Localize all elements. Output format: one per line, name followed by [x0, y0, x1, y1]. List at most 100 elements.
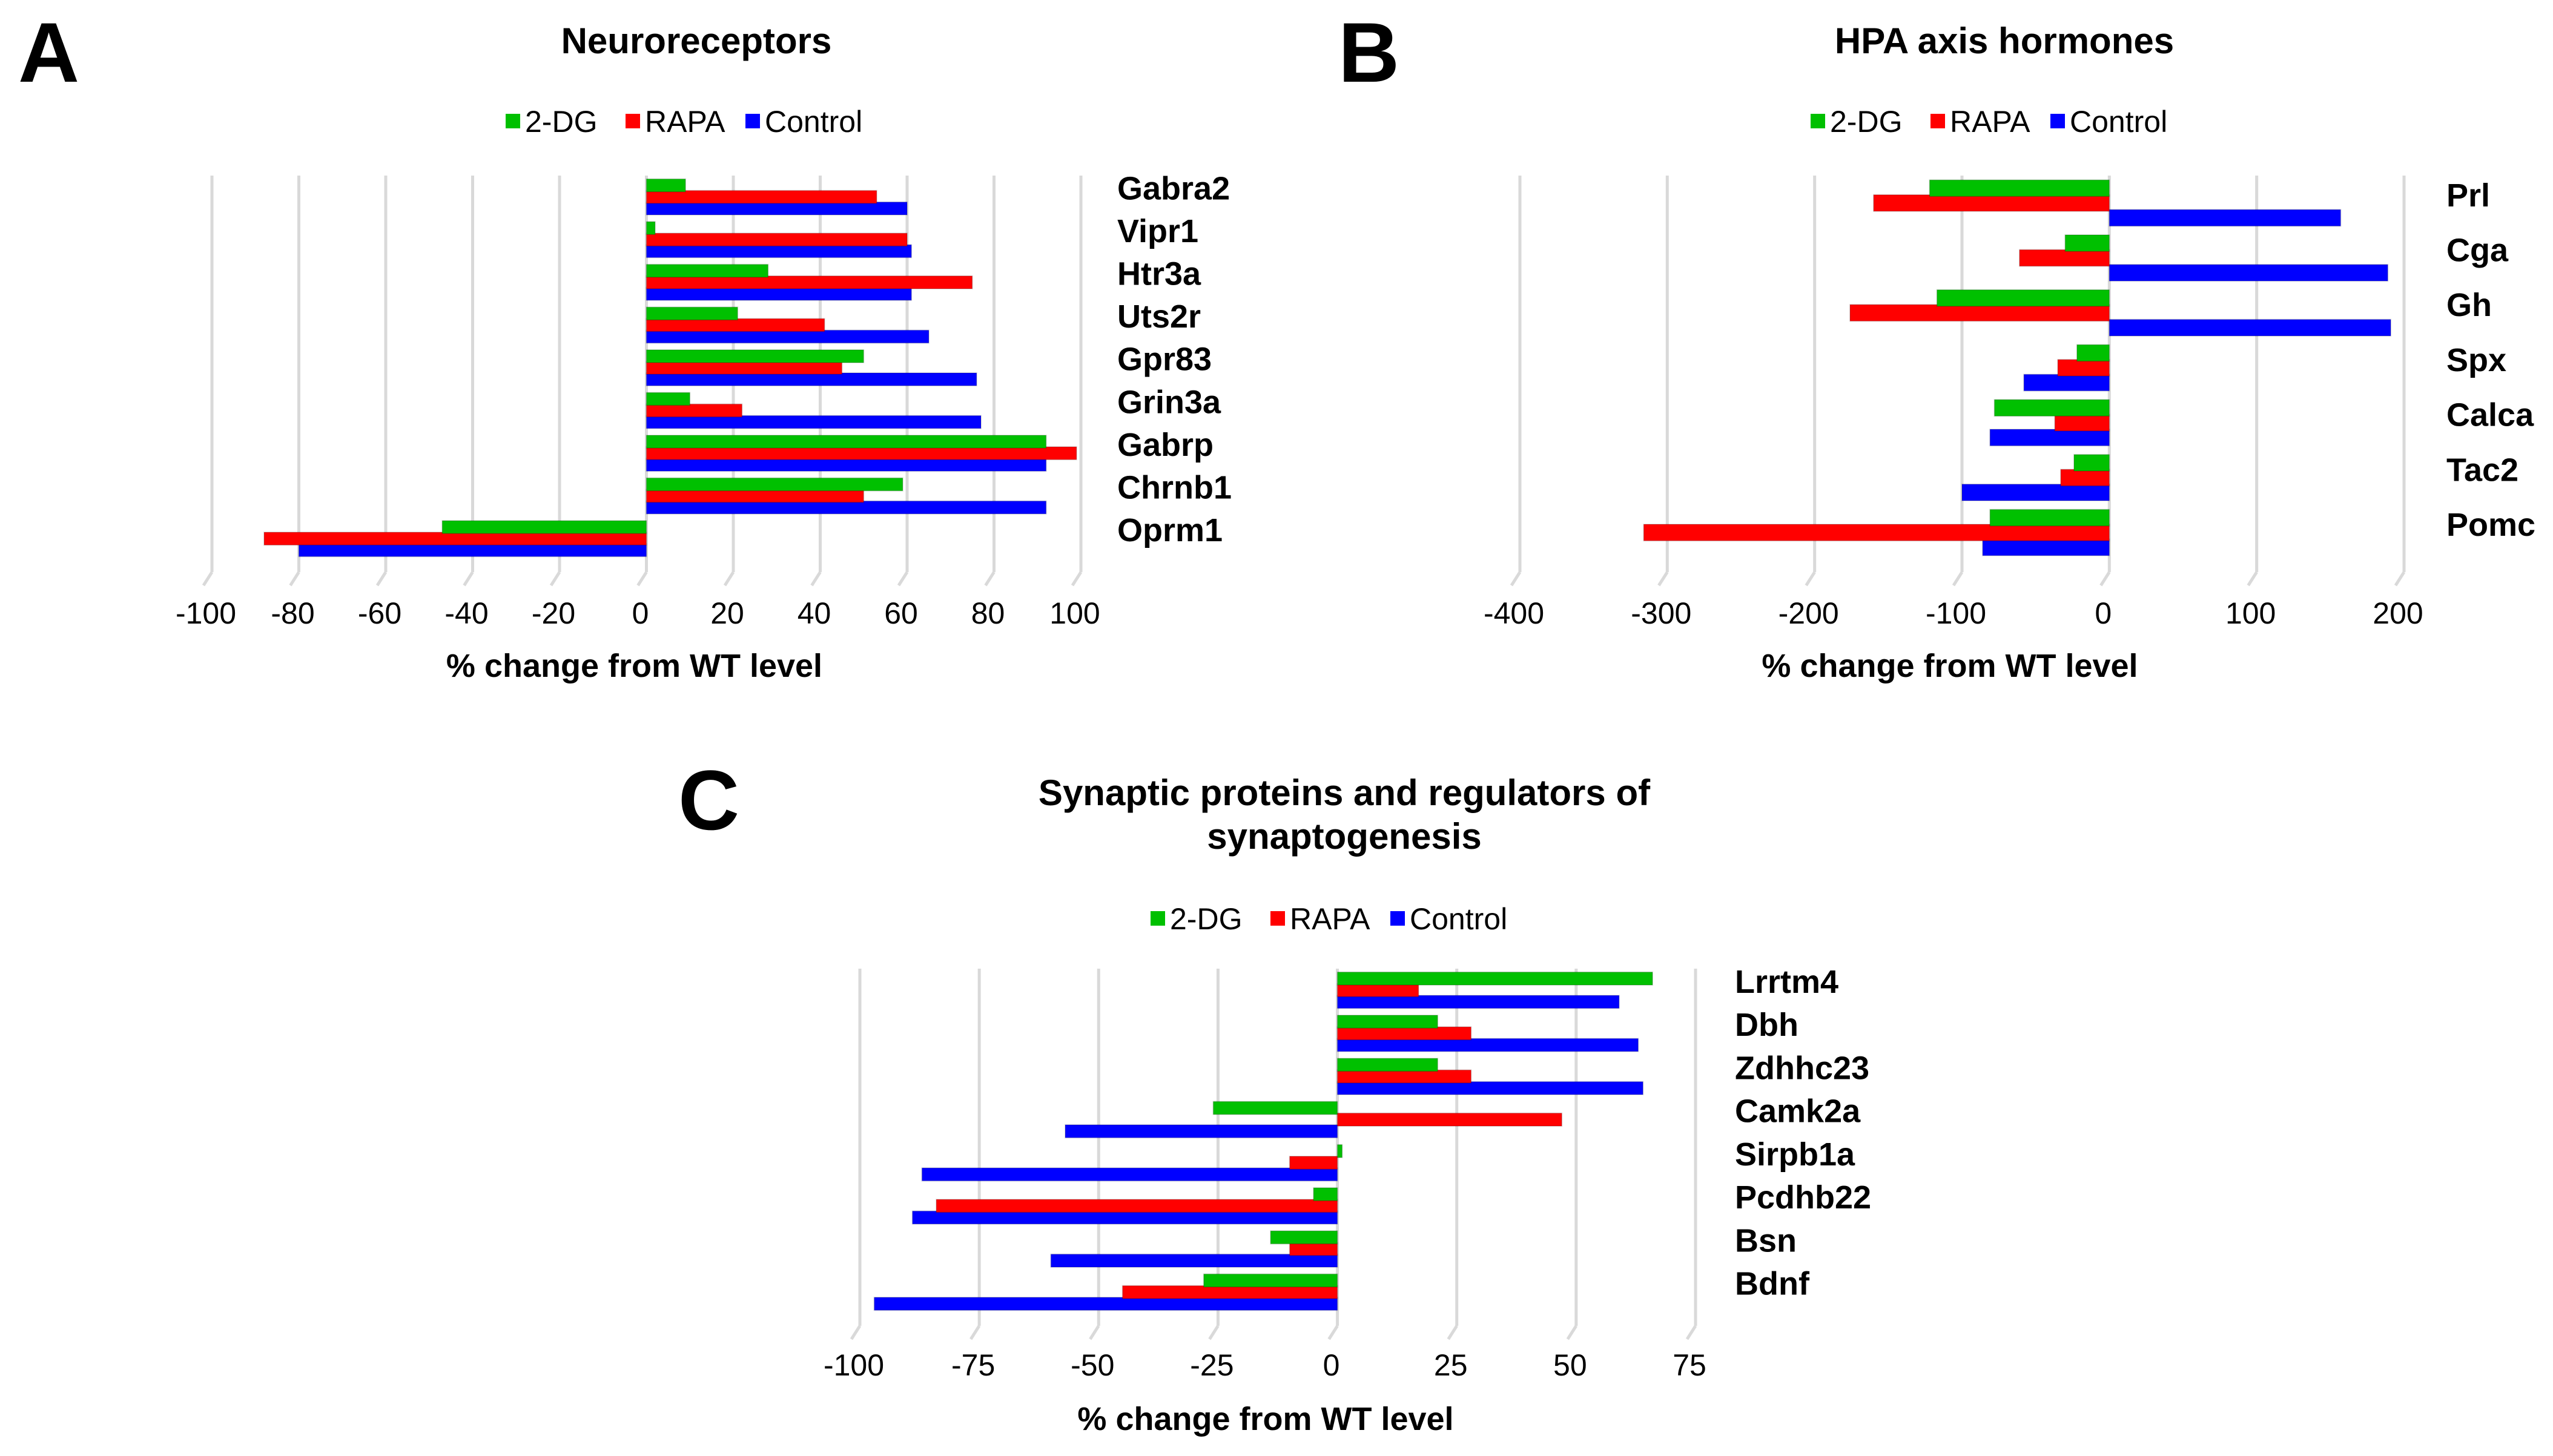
gridline-foot	[289, 571, 300, 587]
panel-C: C Synaptic proteins and regulators ofsyna…	[678, 753, 1871, 1437]
bar-rapa-gabra2	[646, 189, 877, 204]
gridline-foot	[375, 571, 388, 587]
bar-control-bdnf	[873, 1296, 1338, 1311]
x-tick-label: -100	[824, 1348, 884, 1382]
bar-control-vipr1	[646, 244, 913, 259]
legend-label: RAPA	[645, 105, 725, 139]
bar-rapa-camk2a	[1336, 1112, 1563, 1127]
category-label: Uts2r	[1117, 298, 1201, 335]
legend-swatch	[506, 114, 520, 128]
legend-label: Control	[2070, 105, 2167, 139]
category-label: Prl	[2446, 177, 2490, 214]
bar-2-dg-lrrtm4	[1336, 971, 1654, 986]
category-label: Pomc	[2446, 507, 2535, 543]
bar-control-gh	[2109, 318, 2392, 337]
bar-2-dg-bdnf	[1203, 1273, 1338, 1288]
x-tick-label: -400	[1484, 596, 1544, 630]
legend-label: Control	[765, 105, 862, 139]
bar-control-gabrp	[646, 458, 1047, 472]
legend-label: RAPA	[1290, 902, 1370, 936]
bar-rapa-vipr1	[646, 232, 908, 247]
gridline-foot	[2394, 571, 2406, 587]
bar-rapa-pcdhb22	[936, 1199, 1338, 1213]
bar-rapa-gabrp	[646, 446, 1077, 461]
bar-2-dg-prl	[1929, 179, 2110, 197]
bar-2-dg-htr3a	[646, 263, 769, 278]
x-tick-label: -50	[1071, 1348, 1114, 1382]
bar-2-dg-bsn	[1270, 1230, 1338, 1245]
category-label: Gh	[2446, 287, 2492, 323]
x-tick-label: -40	[444, 596, 488, 630]
bar-rapa-tac2	[2060, 469, 2110, 487]
legend-swatch	[626, 114, 640, 128]
category-label: Sirpb1a	[1735, 1136, 1855, 1173]
bar-rapa-dbh	[1336, 1026, 1472, 1041]
x-tick-label: -75	[951, 1348, 995, 1382]
gridline-foot	[1566, 1325, 1577, 1340]
bar-2-dg-zdhhc23	[1336, 1058, 1439, 1072]
category-label: Camk2a	[1735, 1093, 1861, 1130]
bar-2-dg-vipr1	[646, 221, 656, 236]
bar-2-dg-gpr83	[646, 349, 865, 364]
bar-rapa-gpr83	[646, 360, 843, 375]
bar-control-prl	[2109, 209, 2342, 227]
bar-rapa-gh	[1849, 304, 2110, 322]
bar-control-uts2r	[646, 329, 930, 344]
bar-2-dg-uts2r	[646, 306, 739, 321]
category-label: Pcdhb22	[1735, 1179, 1871, 1216]
bar-control-grin3a	[646, 415, 982, 429]
x-axis-label: % change from WT level	[1762, 648, 2138, 684]
x-tick-label: -60	[358, 596, 401, 630]
x-tick-label: 25	[1434, 1348, 1468, 1382]
x-tick-label: 80	[971, 596, 1005, 630]
x-tick-label: 200	[2373, 596, 2423, 630]
gridline-foot	[549, 571, 561, 587]
x-tick-label: 0	[2095, 596, 2112, 630]
legend-swatch	[1811, 114, 1825, 128]
chart-title: synaptogenesis	[1207, 816, 1482, 857]
bar-rapa-chrnb1	[646, 489, 865, 503]
chart-title: Neuroreceptors	[561, 21, 832, 61]
bar-control-oprm1	[298, 543, 647, 558]
bar-2-dg-calca	[1993, 399, 2110, 417]
gridline-foot	[1510, 571, 1522, 587]
legend-swatch	[1930, 114, 1945, 128]
legend-swatch	[1151, 911, 1165, 926]
x-tick-label: 20	[710, 596, 744, 630]
gridline-foot	[850, 1325, 862, 1340]
gridline-foot	[897, 571, 909, 587]
bar-2-dg-cga	[2064, 234, 2110, 252]
legend-label: Control	[1410, 902, 1507, 936]
panel-B: B HPA axis hormones 2-DG RAPA Control -400 -30…	[1338, 5, 2535, 684]
x-tick-label: -80	[271, 596, 314, 630]
gridline-foot	[1805, 571, 1816, 587]
bar-rapa-lrrtm4	[1336, 983, 1419, 998]
gridline-foot	[463, 571, 474, 587]
bar-rapa-sirpb1a	[1289, 1155, 1338, 1170]
category-label: Htr3a	[1117, 256, 1201, 292]
chart-title: Synaptic proteins and regulators of	[1039, 772, 1651, 813]
gridline-foot	[810, 571, 822, 587]
category-label: Zdhhc23	[1735, 1050, 1869, 1086]
x-tick-label: -100	[176, 596, 236, 630]
gridline-foot	[969, 1325, 981, 1340]
category-label: Lrrtm4	[1735, 964, 1838, 1000]
category-label: Calca	[2446, 397, 2534, 433]
bar-control-gpr83	[646, 372, 977, 387]
category-label: Gpr83	[1117, 341, 1212, 378]
bar-control-zdhhc23	[1336, 1081, 1644, 1096]
gridline-foot	[2247, 571, 2258, 587]
bar-control-tac2	[1961, 483, 2110, 502]
bar-rapa-uts2r	[646, 318, 825, 332]
panel-letter: B	[1338, 5, 1399, 100]
x-tick-label: 100	[1049, 596, 1100, 630]
bar-rapa-calca	[2054, 413, 2110, 432]
gridline-foot	[1657, 571, 1669, 587]
bar-rapa-cga	[2018, 249, 2110, 267]
bar-rapa-prl	[1873, 194, 2110, 212]
panel-letter: A	[18, 5, 79, 100]
bar-2-dg-sirpb1a	[1336, 1144, 1343, 1159]
category-label: Grin3a	[1117, 384, 1221, 420]
category-label: Bdnf	[1735, 1266, 1810, 1302]
bar-control-spx	[2023, 374, 2110, 392]
